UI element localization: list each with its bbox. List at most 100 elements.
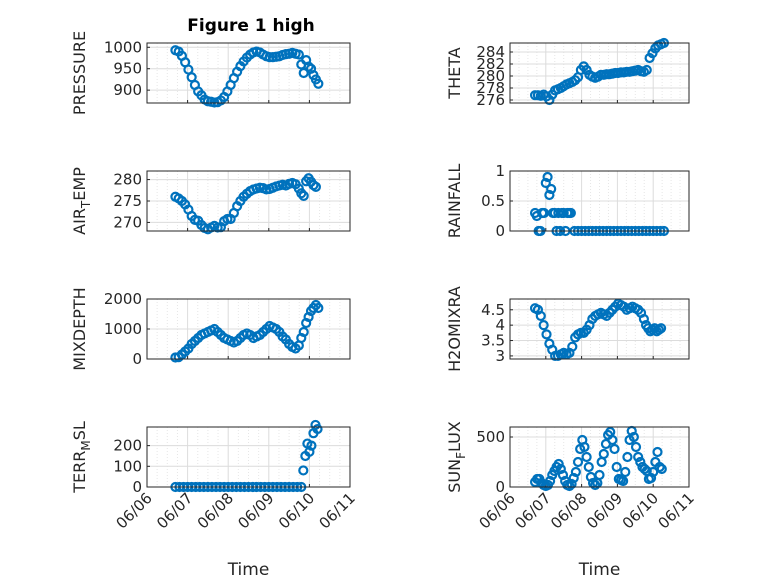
panel-7-point	[304, 446, 315, 457]
panel-1-point	[298, 67, 309, 79]
panel-6-ytick-label: 4	[495, 316, 505, 334]
panel-8-point	[620, 466, 631, 478]
panel-4-point	[542, 171, 553, 183]
panel-8-point	[598, 448, 609, 460]
panel-8-point	[579, 441, 590, 453]
panel-1-ylabel: PRESSURE	[70, 31, 89, 115]
panel-3-point	[310, 181, 321, 192]
panel-4-point	[544, 189, 555, 201]
panel-8-xtick-label: 06/07	[511, 489, 554, 532]
panel-7-point	[298, 465, 309, 476]
panel-4-ytick-label: 0.5	[481, 192, 505, 210]
panel-3-ylabel: AIRTEMP	[70, 167, 93, 235]
panel-8-point	[618, 475, 629, 487]
panel-4-ylabel: RAINFALL	[445, 164, 464, 239]
panel-1-ytick-label: 1000	[104, 38, 142, 56]
panel-8-point	[622, 451, 633, 463]
panel-5-ylabel: MIXDEPTH	[70, 287, 89, 370]
panel-2-ylabel: THETA	[445, 47, 464, 99]
panel-1: 900 950 1000 PRESSURE	[70, 31, 351, 115]
panel-8-point	[572, 456, 584, 468]
panel-7: 0100200TERRMSL06/0606/0706/0806/0906/100…	[70, 419, 359, 580]
panel-8-point	[645, 472, 657, 484]
panel-5-point	[313, 302, 324, 314]
panel-8-xtick-label: 06/10	[619, 489, 662, 532]
panel-7-xtick-label: 06/11	[316, 489, 359, 532]
panel-8-point	[628, 431, 639, 443]
panel-4-point	[546, 183, 557, 195]
panel-6-ytick-label: 4.5	[481, 301, 505, 319]
panel-2-axes-frame	[509, 42, 690, 104]
panel-1-point	[264, 52, 275, 63]
panel-7-ytick-label: 200	[113, 437, 142, 455]
panel-8-point	[570, 466, 581, 478]
panel-4-point	[540, 177, 551, 189]
panel-1-point	[313, 78, 324, 89]
panel-1-axes-frame	[146, 42, 351, 104]
panel-8-point	[654, 461, 665, 473]
panel-5: 0 1000 2000 MIXDEPTH	[70, 287, 351, 371]
panel-6-point	[538, 320, 549, 331]
panel-8-point	[630, 441, 642, 453]
panel-6-axes-frame	[509, 298, 690, 360]
panel-8: 0500SUNFLUX06/0606/0706/0806/0906/1006/1…	[445, 421, 698, 580]
panel-8-point	[639, 463, 650, 475]
panel-8-axes-frame	[509, 426, 690, 488]
panel-1-ytick-label: 900	[113, 81, 142, 99]
panel-8-point	[635, 456, 646, 468]
panel-6-ytick-label: 3.5	[481, 332, 505, 350]
panel-8-point	[557, 469, 569, 481]
panel-3: 270 275 280 AIRTEMP	[70, 167, 351, 235]
panel-8-point	[544, 475, 556, 487]
panel-4: 0 0.5 1 RAINFALL	[445, 162, 690, 240]
panel-8-xlabel: Time	[578, 560, 621, 580]
panel-8-point	[611, 461, 622, 473]
panel-7-xtick-label: 06/09	[234, 489, 277, 532]
panel-6: 33.544.5 H2OMIXRA	[445, 286, 690, 372]
panel-6-ylabel: H2OMIXRA	[445, 286, 464, 372]
panel-8-point	[568, 472, 579, 484]
panel-4-axes-frame	[509, 170, 690, 232]
panel-8-point	[590, 479, 601, 491]
panel-8-point	[607, 434, 618, 446]
panel-7-xlabel: Time	[227, 560, 270, 580]
panel-2-ytick-label: 276	[476, 91, 505, 109]
panel-7-ylabel: TERRMSL	[70, 421, 93, 494]
panel-5-ytick-label: 0	[132, 350, 142, 368]
panel-2-ytick-label: 280	[476, 67, 505, 85]
panel-2-ytick-label: 278	[476, 79, 505, 97]
panel-8-point	[581, 451, 592, 463]
panel-1-point	[293, 49, 304, 60]
panel-4-point	[565, 207, 576, 219]
panel-2-ytick-label: 284	[476, 43, 505, 61]
panel-7-axes-frame	[146, 426, 351, 488]
panel-6-point	[541, 329, 552, 340]
figure-title: Figure 1 high	[187, 16, 315, 36]
panel-7-point	[312, 423, 323, 435]
panel-8-point	[564, 480, 575, 492]
panel-8-point	[656, 463, 667, 475]
panel-6-point	[567, 341, 578, 352]
panel-8-xtick-label: 06/11	[655, 489, 698, 532]
panel-6-point	[638, 313, 649, 325]
panel-8-point	[648, 466, 659, 478]
panel-8-point	[566, 478, 577, 490]
panel-6-point	[655, 323, 667, 334]
panel-7-ytick-label: 0	[132, 478, 142, 496]
panel-3-ytick-label: 275	[113, 192, 142, 210]
panel-8-point	[553, 458, 564, 470]
panel-8-point	[652, 446, 663, 458]
panel-2-point	[641, 64, 652, 76]
panel-8-ytick-label: 0	[495, 478, 505, 496]
panel-1-ytick-label: 950	[113, 60, 142, 78]
panel-8-point	[633, 451, 644, 463]
panel-5-ytick-label: 1000	[104, 320, 142, 338]
panel-5-ytick-label: 2000	[104, 290, 142, 308]
panel-2-ytick-label: 282	[476, 55, 505, 73]
panel-7-xtick-label: 06/07	[153, 489, 196, 532]
panel-8-point	[555, 463, 566, 475]
panel-8-xtick-label: 06/09	[583, 489, 626, 532]
panel-3-axes-frame	[146, 170, 351, 232]
